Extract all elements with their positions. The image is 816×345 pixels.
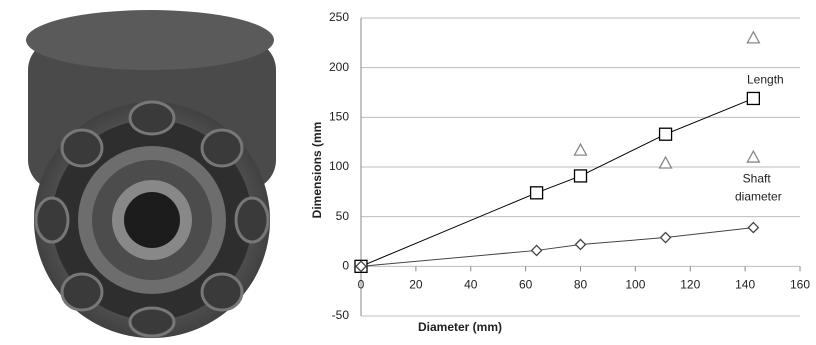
x-tick-label: 160: [790, 278, 810, 292]
x-tick-label: 120: [680, 278, 700, 292]
triangle-marker: [746, 30, 761, 44]
diamond-marker: [747, 221, 760, 234]
series-label: Length: [747, 73, 784, 87]
diamond-marker: [574, 238, 587, 251]
diamond-marker: [355, 260, 367, 273]
y-axis-title: Dimensions (mm: [310, 122, 324, 219]
series-line: [360, 227, 754, 267]
y-tick-label: 50: [336, 209, 350, 223]
y-tick-label: -50: [332, 308, 350, 322]
x-tick-label: 20: [409, 278, 423, 292]
y-tick-label: 250: [329, 10, 349, 24]
square-marker: [529, 186, 544, 200]
x-tick-label: 100: [625, 278, 645, 292]
square-marker: [746, 91, 761, 106]
x-axis-title: Diameter (mm): [418, 320, 502, 334]
diamond-marker: [530, 244, 543, 257]
y-tick-label: 100: [329, 159, 349, 173]
square-marker: [658, 127, 673, 141]
triangle-marker: [746, 149, 761, 163]
x-tick-label: 140: [735, 278, 755, 292]
square-marker: [573, 169, 588, 183]
diamond-marker: [659, 231, 672, 244]
series-label: Shaft diameter: [735, 172, 782, 204]
x-tick-label: 60: [519, 278, 533, 292]
y-tick-label: 200: [329, 60, 349, 74]
triangle-marker: [573, 142, 588, 156]
y-tick-label: 0: [342, 259, 349, 273]
y-tick-label: 150: [329, 110, 349, 124]
x-tick-label: 80: [574, 278, 588, 292]
x-tick-label: 0: [358, 278, 365, 292]
stator-photo: [26, 10, 276, 338]
x-tick-label: 40: [464, 278, 478, 292]
triangle-marker: [658, 155, 673, 169]
series-line: [360, 97, 754, 267]
